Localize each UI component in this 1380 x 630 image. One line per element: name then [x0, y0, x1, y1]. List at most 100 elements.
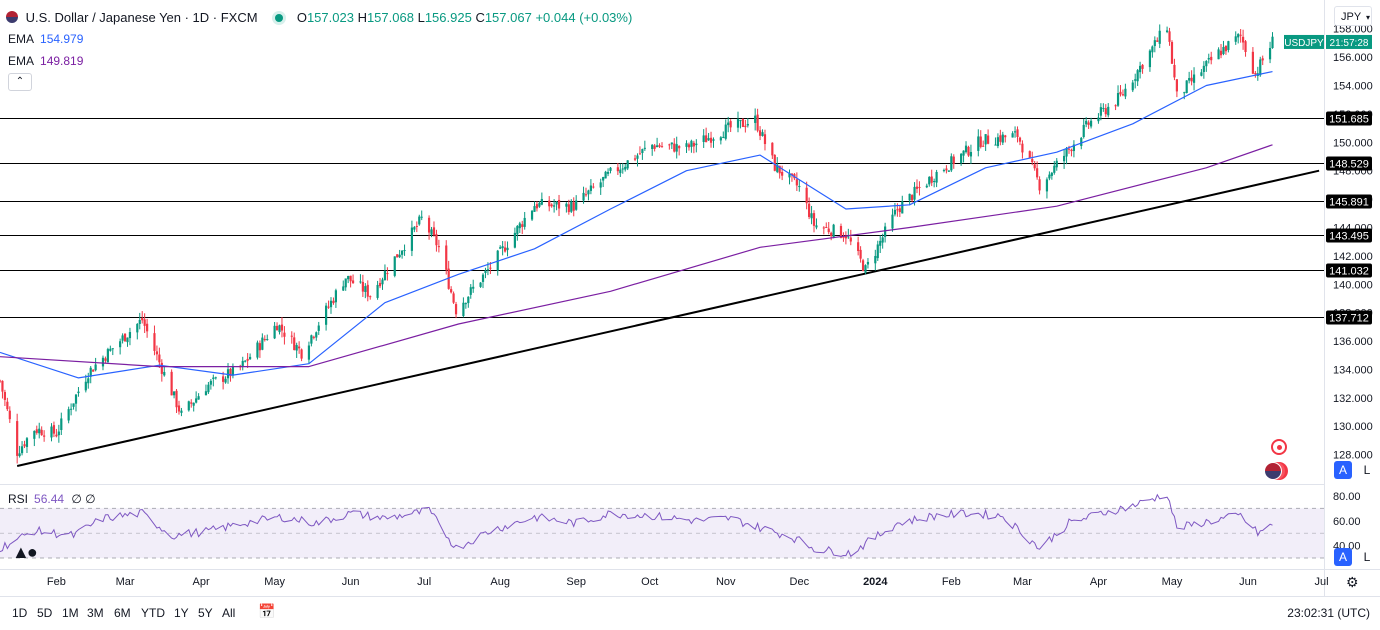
candle-body: [950, 156, 953, 171]
candle-body: [815, 225, 818, 228]
settings-gear-icon[interactable]: ⚙: [1346, 574, 1359, 590]
timeframe-3m[interactable]: 3M: [87, 606, 104, 620]
candle: [584, 187, 588, 197]
timeframe-6m[interactable]: 6M: [114, 606, 131, 620]
candle: [23, 440, 26, 449]
candle: [773, 154, 776, 172]
rsi-legend[interactable]: RSI 56.44 ∅ ∅: [8, 492, 96, 506]
candle: [0, 379, 2, 383]
candle-body: [263, 339, 266, 341]
ema-slow-legend[interactable]: EMA 149.819: [8, 54, 83, 68]
log-scale-button[interactable]: L: [1358, 461, 1376, 479]
candle: [935, 169, 938, 188]
candle: [472, 279, 475, 293]
candle-body: [50, 426, 53, 438]
candle: [403, 244, 406, 256]
candle-body: [1141, 64, 1144, 69]
candle-body: [1219, 50, 1223, 56]
timeframe-1d[interactable]: 1D: [12, 606, 28, 620]
candle-body: [1102, 107, 1105, 109]
time-tick-label: Feb: [942, 576, 961, 588]
candle: [300, 348, 303, 362]
candle: [670, 142, 673, 150]
candle: [1259, 56, 1262, 77]
candle-body: [1114, 105, 1117, 107]
candle: [1038, 176, 1041, 195]
candle: [727, 116, 730, 133]
auto-scale-button[interactable]: A: [1334, 461, 1352, 479]
timeframe-5y[interactable]: 5Y: [198, 606, 213, 620]
candle: [695, 139, 698, 153]
candle: [119, 338, 122, 355]
candle-body: [729, 121, 732, 128]
candle: [602, 176, 605, 188]
economic-events-icon[interactable]: [1264, 462, 1290, 480]
rsi-label: RSI: [8, 492, 29, 506]
candle: [342, 280, 345, 292]
candle-body: [310, 335, 313, 344]
timeframe-1m[interactable]: 1M: [62, 606, 79, 620]
candle-body: [138, 319, 141, 325]
candle-body: [773, 154, 776, 171]
candle-body: [553, 205, 556, 207]
candle-body: [1237, 34, 1240, 38]
collapse-legend-button[interactable]: ⌃: [8, 73, 32, 91]
candle: [1048, 171, 1051, 181]
timeframe-5d[interactable]: 5D: [37, 606, 53, 620]
candle: [952, 154, 955, 169]
level-price-tag: 148.529: [1326, 156, 1372, 171]
symbol-title[interactable]: U.S. Dollar / Japanese Yen · 1D · FXCM: [25, 10, 258, 25]
timeframe-all[interactable]: All: [222, 606, 236, 620]
candle-body: [521, 224, 524, 227]
candle-body: [655, 145, 659, 148]
time-tick-label: Jul: [417, 576, 431, 588]
candle: [1151, 45, 1154, 58]
time-tick-label: Mar: [1013, 576, 1032, 588]
timeframe-ytd[interactable]: YTD: [141, 606, 165, 620]
candle-body: [484, 270, 487, 274]
candle: [874, 249, 877, 271]
candle: [942, 168, 946, 173]
candle: [170, 369, 173, 396]
candle: [1085, 117, 1088, 128]
candle: [741, 118, 745, 128]
price-tick-label: 132.000: [1333, 393, 1373, 405]
timeframe-1y[interactable]: 1Y: [174, 606, 189, 620]
candle-body: [947, 170, 950, 172]
candle-body: [918, 187, 921, 189]
tradingview-logo[interactable]: ▲●: [12, 542, 38, 562]
alert-icon[interactable]: [1271, 439, 1287, 455]
candle-body: [690, 140, 693, 147]
candle-body: [1104, 108, 1107, 115]
candle-body: [315, 332, 318, 338]
candle-body: [376, 284, 379, 298]
time-tick-label: Nov: [716, 576, 736, 588]
chart-canvas[interactable]: 128.000130.000132.000134.000136.000138.0…: [0, 0, 1380, 596]
candle-body: [736, 119, 740, 128]
calendar-range-icon[interactable]: 📅: [258, 603, 276, 619]
ema-fast-legend[interactable]: EMA 154.979: [8, 32, 83, 46]
candle-body: [518, 223, 521, 229]
candle-body: [141, 317, 144, 321]
candle-body: [1224, 45, 1228, 52]
candle: [506, 241, 509, 257]
ohlc-close-label: C: [475, 10, 485, 25]
candle: [982, 140, 985, 147]
candle-body: [334, 290, 338, 303]
rsi-auto-scale-button[interactable]: A: [1334, 548, 1352, 566]
candle: [908, 193, 911, 206]
candle: [864, 264, 867, 275]
candle: [709, 131, 713, 148]
clock[interactable]: 23:02:31 (UTC): [1287, 606, 1370, 620]
candle: [609, 167, 612, 174]
candle: [810, 205, 813, 225]
candle-body: [896, 209, 899, 211]
candle: [450, 286, 453, 294]
candle-body: [222, 376, 225, 382]
candle: [1087, 120, 1090, 129]
candle-body: [452, 293, 455, 303]
rsi-log-scale-button[interactable]: L: [1358, 548, 1376, 566]
currency-button[interactable]: JPY ▾: [1334, 6, 1372, 26]
candle: [432, 221, 436, 237]
candle: [832, 223, 835, 239]
